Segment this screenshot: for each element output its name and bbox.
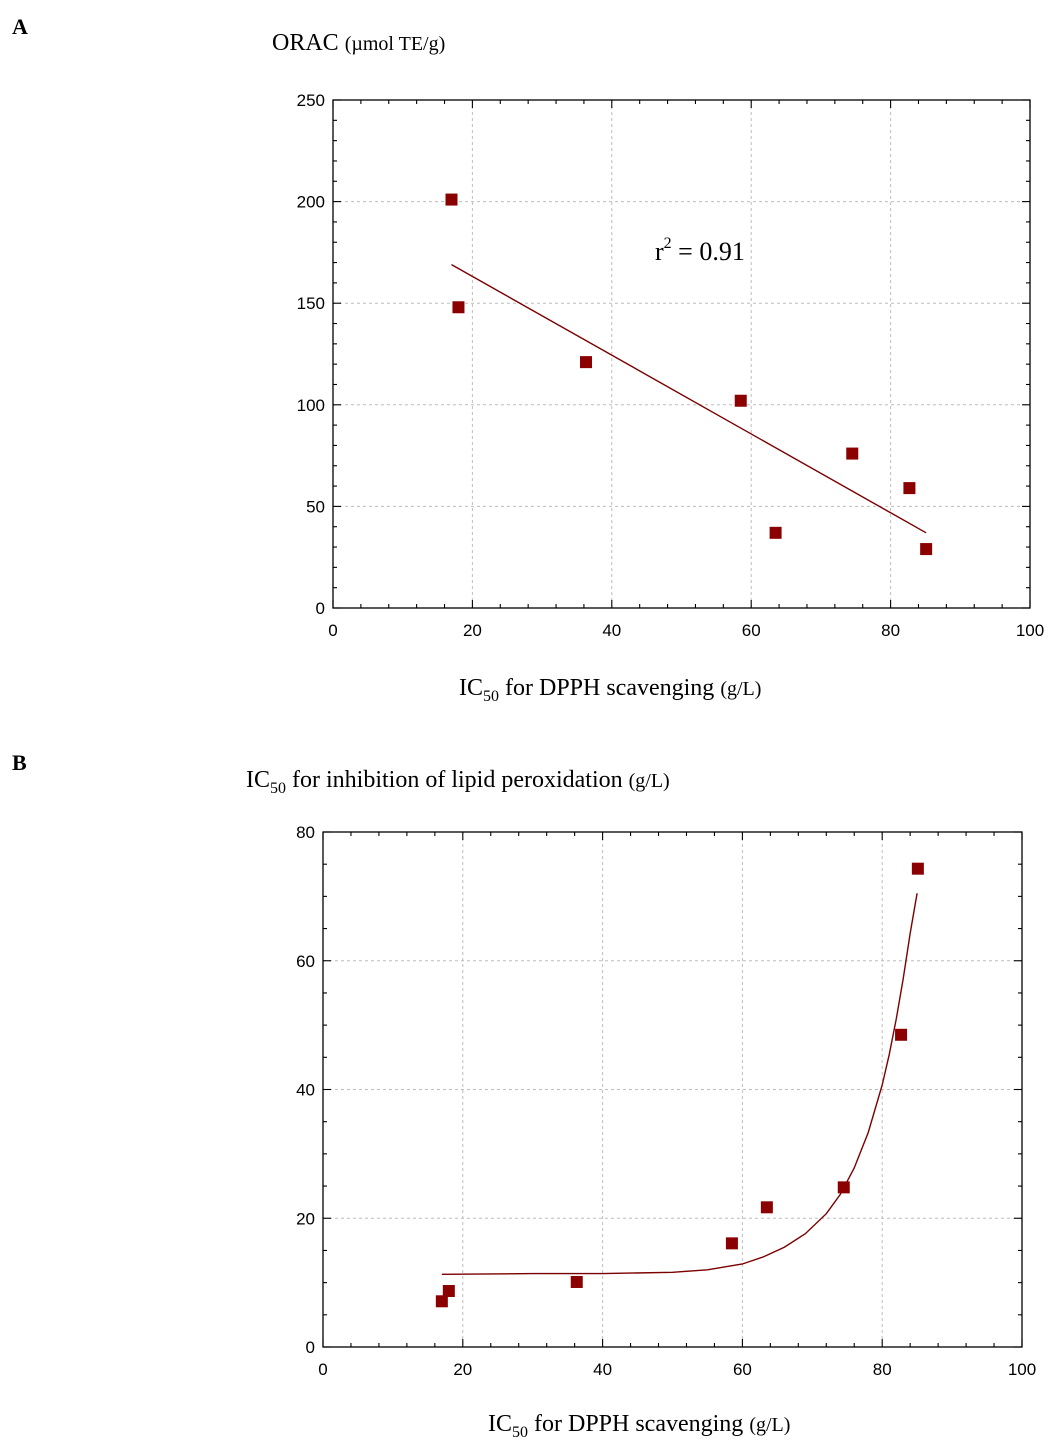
panel-a-xlabel-main: IC <box>459 675 483 701</box>
panel-a-xtick-label-3: 60 <box>742 621 761 640</box>
panel-a-ylabel: ORAC (µmol TE/g) <box>272 30 445 56</box>
panel-b-xlabel-rest: for DPPH scavenging <box>528 1411 749 1437</box>
panel-b-xtick-label-2: 40 <box>593 1360 612 1379</box>
panel-a-xtick-label-0: 0 <box>328 621 337 640</box>
panel-a-annotation: r2 = 0.91 <box>655 235 745 266</box>
panel-a-annotation-base: r <box>655 237 664 266</box>
panel-b-data-point-7 <box>911 862 924 875</box>
panel-a-data-point-2 <box>580 356 593 369</box>
panel-a-ytick-label-5: 250 <box>297 91 325 110</box>
panel-b-frame <box>322 831 1023 1348</box>
panel-b-xtick-label-4: 80 <box>873 1360 892 1379</box>
panel-b-plot: 0 20 40 60 80 100 0 20 40 60 80 <box>296 823 1036 1379</box>
panel-b-ytick-label-2: 40 <box>296 1081 315 1100</box>
panel-a-data-point-7 <box>920 543 933 556</box>
panel-a-data-point-0 <box>445 193 458 206</box>
panel-a-letter: A <box>12 14 28 39</box>
panel-a-data-point-3 <box>734 394 747 407</box>
panel-b-xlabel-sub: 50 <box>512 1424 528 1441</box>
panel-b-data-point-1 <box>442 1284 455 1297</box>
panel-a-xtick-label-1: 20 <box>463 621 482 640</box>
panel-b-xtick-label-3: 60 <box>733 1360 752 1379</box>
panel-b-data-point-0 <box>435 1295 448 1308</box>
panel-a-frame <box>332 99 1031 609</box>
panel-a-xtick-label-4: 80 <box>881 621 900 640</box>
panel-a-data-point-6 <box>903 482 916 495</box>
panel-b-data-point-6 <box>895 1028 908 1041</box>
panel-b-data-point-5 <box>837 1181 850 1194</box>
panel-b-data-point-3 <box>725 1237 738 1250</box>
panel-a-data-point-5 <box>846 447 859 460</box>
panel-a-ylabel-unit: (µmol TE/g) <box>345 33 446 55</box>
panel-a-fit-line <box>451 263 927 534</box>
panel-a-xtick-label-2: 40 <box>602 621 621 640</box>
panel-b-ytick-label-1: 20 <box>296 1209 315 1228</box>
panel-a-data-point-4 <box>769 526 782 539</box>
panel-a-ytick-label-0: 0 <box>316 599 325 618</box>
panel-a-xlabel-sub: 50 <box>483 688 499 705</box>
panel-b-ytick-label-0: 0 <box>306 1338 315 1357</box>
panel-b-xlabel-unit: (g/L) <box>749 1414 790 1436</box>
panel-a-ytick-label-2: 100 <box>297 396 325 415</box>
panel-b-ylabel-rest: for inhibition of lipid peroxidation <box>286 767 629 793</box>
panel-a-annotation-rest: = 0.91 <box>672 237 745 266</box>
panel-a-xlabel: IC50 for DPPH scavenging (g/L) <box>459 675 761 705</box>
panel-b-xtick-label-5: 100 <box>1008 1360 1036 1379</box>
panel-a-ylabel-main: ORAC <box>272 30 339 56</box>
panel-b-ytick-label-4: 80 <box>296 823 315 842</box>
panel-b-ylabel-main: IC <box>246 767 270 793</box>
panel-a-ytick-label-4: 200 <box>297 193 325 212</box>
panel-b-xlabel: IC50 for DPPH scavenging (g/L) <box>488 1411 790 1441</box>
panel-b-letter: B <box>12 750 27 775</box>
panel-b-ylabel-sub: 50 <box>270 780 286 797</box>
panel-b-ylabel-unit: (g/L) <box>629 770 670 792</box>
panel-b-ytick-label-3: 60 <box>296 952 315 971</box>
panel-a-xlabel-unit: (g/L) <box>720 678 761 700</box>
panel-b-xlabel-main: IC <box>488 1411 512 1437</box>
panel-a-annotation-sup: 2 <box>664 235 672 252</box>
panel-b-xtick-label-1: 20 <box>453 1360 472 1379</box>
panel-a-ytick-label-3: 150 <box>297 294 325 313</box>
panel-a-data-point-1 <box>452 301 465 314</box>
panel-a-ytick-label-1: 50 <box>306 497 325 516</box>
panel-b-data-point-2 <box>570 1275 583 1288</box>
panel-a-xlabel-rest: for DPPH scavenging <box>499 675 720 701</box>
panel-b-data-point-4 <box>760 1201 773 1214</box>
panel-b-ylabel: IC50 for inhibition of lipid peroxidatio… <box>246 767 670 797</box>
panel-a-xtick-label-5: 100 <box>1016 621 1044 640</box>
panel-b-fit-line <box>441 893 918 1276</box>
panel-b-xtick-label-0: 0 <box>318 1360 327 1379</box>
panel-a-plot: 0 20 40 60 80 100 0 50 100 150 200 250 <box>297 91 1045 640</box>
